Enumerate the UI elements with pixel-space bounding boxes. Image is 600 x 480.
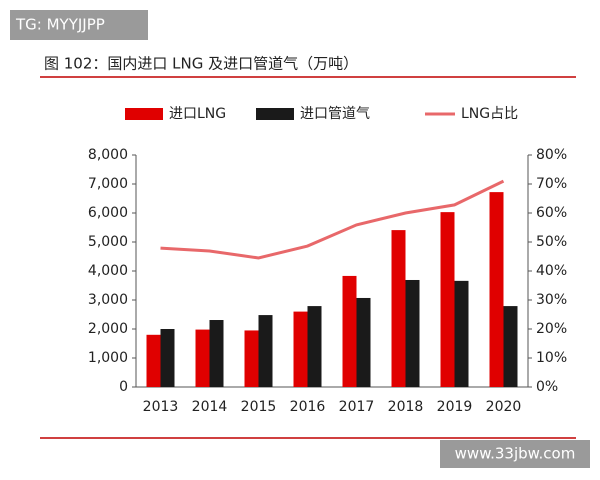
x-tick-label: 2017 [339, 399, 375, 415]
bar [356, 297, 371, 387]
bar [307, 306, 322, 387]
y-tick-label: 2,000 [88, 321, 128, 337]
y-tick-label: 8,000 [88, 147, 128, 163]
bar [489, 192, 504, 387]
bar [342, 275, 357, 387]
legend-label: 进口管道气 [300, 106, 370, 122]
y2-tick-label: 50% [536, 234, 567, 250]
y2-tick-label: 70% [536, 176, 567, 192]
y2-tick-label: 20% [536, 321, 567, 337]
x-tick-label: 2013 [143, 399, 179, 415]
y2-tick-label: 60% [536, 205, 567, 221]
watermark: TG: MYYJJPP [15, 16, 105, 34]
watermark-box [10, 10, 148, 40]
x-tick-label: 2016 [290, 399, 326, 415]
watermark-box [440, 440, 590, 468]
x-tick-label: 2020 [486, 399, 522, 415]
bar [503, 306, 518, 387]
x-tick-label: 2018 [388, 399, 424, 415]
legend-swatch [256, 108, 294, 120]
legend-label: 进口LNG [169, 106, 226, 122]
y-tick-label: 1,000 [88, 350, 128, 366]
watermark: www.33jbw.com [455, 445, 576, 463]
y-tick-label: 6,000 [88, 205, 128, 221]
legend-label: LNG占比 [461, 106, 518, 122]
bar [209, 320, 224, 387]
y-tick-label: 0 [119, 379, 128, 395]
y-tick-label: 3,000 [88, 292, 128, 308]
bar [293, 311, 308, 387]
y2-tick-label: 30% [536, 292, 567, 308]
y2-tick-label: 40% [536, 263, 567, 279]
line [160, 179, 505, 260]
y2-tick-label: 0% [536, 379, 558, 395]
x-tick-label: 2014 [192, 399, 228, 415]
bar [258, 315, 273, 387]
legend-swatch [125, 108, 163, 120]
bar [160, 329, 175, 387]
x-tick-label: 2015 [241, 399, 277, 415]
y-tick-label: 7,000 [88, 176, 128, 192]
y2-tick-label: 10% [536, 350, 567, 366]
bar [454, 280, 469, 387]
bar [440, 212, 455, 387]
y2-tick-label: 80% [536, 147, 567, 163]
y-tick-label: 5,000 [88, 234, 128, 250]
chart-title: 图 102：国内进口 LNG 及进口管道气（万吨） [44, 55, 358, 73]
bar [146, 334, 161, 387]
bar [405, 279, 420, 387]
x-tick-label: 2019 [437, 399, 473, 415]
bar [244, 330, 259, 387]
y-tick-label: 4,000 [88, 263, 128, 279]
bar [391, 230, 406, 387]
bar [195, 329, 210, 387]
